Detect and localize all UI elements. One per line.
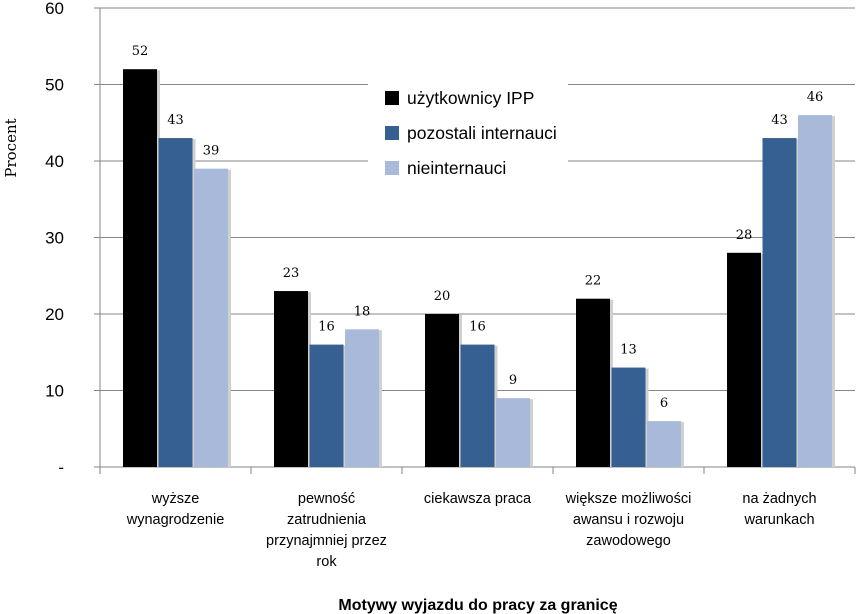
x-axis-title: Motywy wyjazdu do pracy za granicę: [338, 597, 617, 614]
category-label: pewność zatrudnienia przynajmniej przez rok: [266, 491, 387, 570]
bars: [123, 69, 835, 468]
legend-swatch: [385, 126, 399, 140]
bar: [798, 115, 832, 467]
category-label-line: awansu i rozwoju: [573, 512, 684, 528]
data-label: 16: [469, 320, 486, 335]
bar: [611, 367, 646, 467]
y-tick-label: 20: [45, 305, 64, 324]
bar: [274, 291, 308, 467]
legend-label: użytkownicy IPP: [407, 88, 534, 108]
category-label-line: rok: [316, 554, 337, 570]
category-label-line: ciekawsza praca: [424, 491, 532, 507]
category-label: większe możliwości awansu i rozwoju zawodo…: [565, 491, 692, 549]
category-label-line: zatrudnienia: [287, 512, 367, 528]
data-label: 23: [283, 266, 300, 281]
category-label: wyższe wynagrodzenie: [126, 491, 225, 528]
y-axis-title: Procent: [2, 118, 20, 177]
bar: [309, 344, 344, 467]
bar: [158, 138, 193, 468]
data-label: 16: [318, 320, 335, 335]
bar: [576, 298, 610, 467]
y-tick-label: -: [58, 458, 64, 477]
bar: [762, 138, 797, 468]
legend-label: nieinternauci: [407, 158, 506, 178]
data-label: 6: [660, 396, 668, 411]
data-label: 9: [509, 373, 517, 388]
bar: [194, 168, 228, 467]
bar: [496, 398, 530, 467]
category-label: ciekawsza praca: [424, 491, 532, 507]
category-label-line: pewność: [298, 491, 355, 507]
data-label: 43: [167, 113, 184, 128]
bar: [460, 344, 495, 467]
category-labels: wyższe wynagrodzenie pewność zatrudnienia pr…: [126, 491, 817, 570]
data-label: 20: [434, 289, 451, 304]
data-label: 46: [807, 90, 824, 105]
category-label-line: wyższe: [151, 491, 200, 507]
data-label: 22: [585, 274, 602, 289]
data-label: 28: [736, 228, 753, 243]
y-tick-label: 60: [45, 0, 64, 18]
bar: [425, 314, 459, 467]
bar: [345, 329, 379, 467]
category-label: na żadnych warunkach: [742, 491, 816, 528]
y-tick-label: 10: [45, 382, 64, 401]
category-label-line: przynajmniej przez: [266, 533, 387, 549]
bar: [123, 69, 157, 467]
legend-background: [368, 72, 568, 192]
category-label-line: większe możliwości: [565, 491, 692, 507]
legend-label: pozostali internauci: [407, 123, 557, 143]
data-label: 13: [620, 343, 637, 358]
y-tick-label: 50: [45, 76, 64, 95]
data-labels: 52 43 39 23 16 18 20 16 9 22 13 6 28 43 46: [132, 44, 824, 411]
category-label-line: warunkach: [743, 512, 814, 528]
legend-swatch: [385, 161, 399, 175]
data-label: 18: [354, 304, 371, 319]
bar: [647, 421, 681, 467]
category-label-line: zawodowego: [586, 533, 671, 549]
category-label-line: na żadnych: [742, 491, 816, 507]
data-label: 39: [203, 144, 220, 159]
legend-swatch: [385, 91, 399, 105]
y-tick-label: 40: [45, 152, 64, 171]
y-tick-labels: - 10 20 30 40 50 60: [45, 0, 64, 477]
data-label: 52: [132, 44, 149, 59]
bar: [727, 252, 761, 467]
data-label: 43: [771, 113, 788, 128]
category-label-line: wynagrodzenie: [126, 512, 225, 528]
legend: użytkownicy IPP pozostali internauci niein…: [368, 72, 568, 192]
y-tick-label: 30: [45, 229, 64, 248]
